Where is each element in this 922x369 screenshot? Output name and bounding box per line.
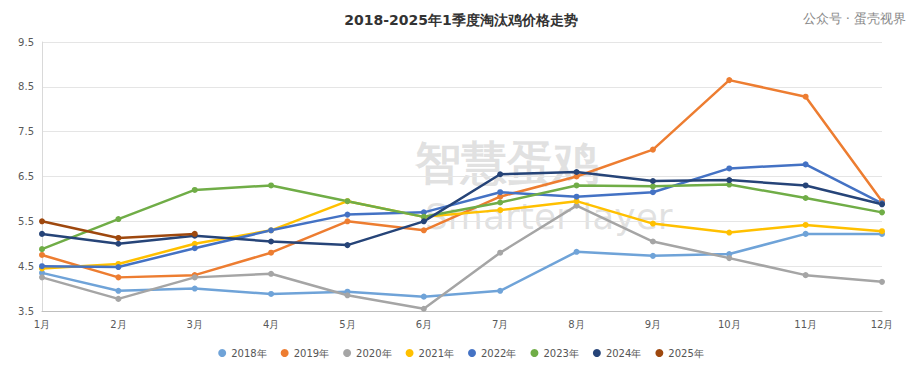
svg-text:2020年: 2020年: [356, 348, 391, 359]
svg-text:6.5: 6.5: [18, 171, 34, 182]
svg-text:2018-2025年1季度淘汰鸡价格走势: 2018-2025年1季度淘汰鸡价格走势: [344, 12, 577, 28]
svg-text:7.5: 7.5: [18, 126, 34, 137]
svg-text:10月: 10月: [718, 319, 741, 330]
svg-text:3.5: 3.5: [18, 306, 34, 317]
svg-text:2025年: 2025年: [668, 348, 703, 359]
svg-text:2024年: 2024年: [606, 348, 641, 359]
svg-text:7月: 7月: [492, 319, 508, 330]
svg-text:5.5: 5.5: [18, 216, 34, 227]
svg-text:3月: 3月: [187, 319, 203, 330]
svg-text:Smarter layer: Smarter layer: [425, 195, 673, 237]
svg-text:8月: 8月: [568, 319, 584, 330]
svg-text:6月: 6月: [416, 319, 432, 330]
svg-text:智慧蛋鸡: 智慧蛋鸡: [414, 136, 599, 190]
svg-text:2019年: 2019年: [294, 348, 329, 359]
svg-text:8.5: 8.5: [18, 81, 34, 92]
svg-text:12月: 12月: [871, 319, 894, 330]
svg-text:2022年: 2022年: [481, 348, 516, 359]
svg-text:4.5: 4.5: [18, 261, 34, 272]
svg-text:公众号 · 蛋壳视界: 公众号 · 蛋壳视界: [803, 11, 906, 26]
svg-text:2018年: 2018年: [231, 348, 266, 359]
svg-text:2023年: 2023年: [543, 348, 578, 359]
svg-text:9月: 9月: [645, 319, 661, 330]
svg-text:1月: 1月: [34, 319, 50, 330]
svg-text:9.5: 9.5: [18, 37, 34, 48]
svg-text:5月: 5月: [339, 319, 355, 330]
svg-text:11月: 11月: [794, 319, 817, 330]
svg-text:2月: 2月: [110, 319, 126, 330]
svg-text:2021年: 2021年: [419, 348, 454, 359]
svg-text:4月: 4月: [263, 319, 279, 330]
